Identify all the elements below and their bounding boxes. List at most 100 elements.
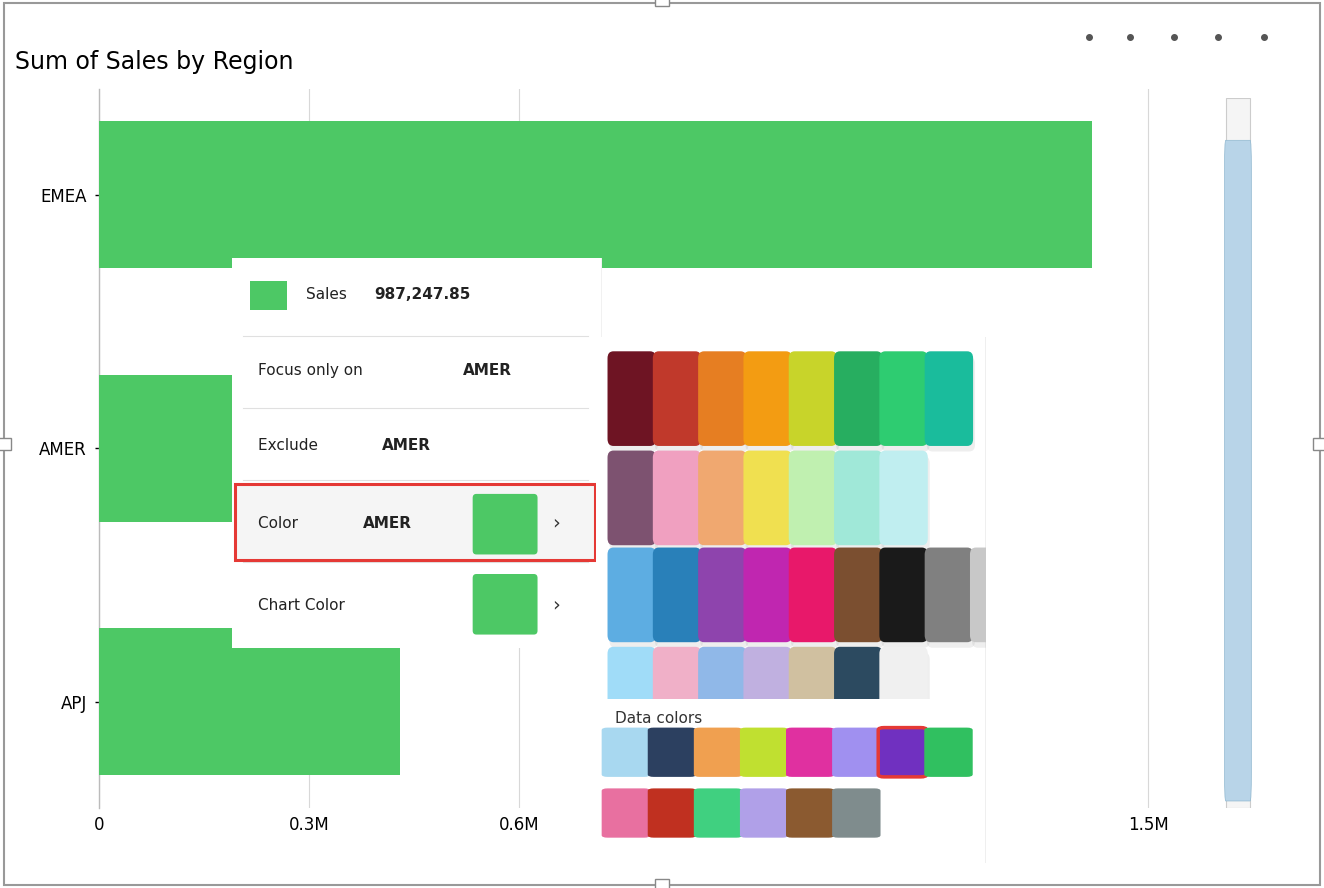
FancyBboxPatch shape	[700, 653, 748, 747]
Bar	[1226, 98, 1250, 808]
FancyBboxPatch shape	[236, 261, 613, 660]
Text: ›: ›	[552, 514, 560, 533]
FancyBboxPatch shape	[1042, 6, 1321, 69]
FancyBboxPatch shape	[600, 701, 998, 868]
FancyBboxPatch shape	[653, 548, 702, 642]
FancyBboxPatch shape	[744, 548, 792, 642]
Text: AMER: AMER	[381, 438, 430, 453]
FancyBboxPatch shape	[653, 352, 702, 446]
FancyBboxPatch shape	[745, 653, 794, 747]
FancyBboxPatch shape	[790, 456, 839, 551]
FancyBboxPatch shape	[882, 456, 929, 551]
FancyBboxPatch shape	[592, 697, 986, 865]
Bar	[1313, 438, 1324, 450]
FancyBboxPatch shape	[740, 789, 788, 837]
Text: AMER: AMER	[363, 516, 412, 531]
Text: Sales: Sales	[306, 287, 352, 302]
Bar	[0, 438, 11, 450]
Text: AMER: AMER	[463, 363, 512, 378]
FancyBboxPatch shape	[970, 548, 1018, 642]
Text: Chart Color: Chart Color	[258, 598, 344, 613]
FancyBboxPatch shape	[473, 574, 538, 635]
Bar	[99, 122, 1092, 268]
FancyBboxPatch shape	[647, 727, 696, 777]
FancyBboxPatch shape	[972, 553, 1021, 647]
Text: Sum of Sales by Region: Sum of Sales by Region	[16, 51, 294, 75]
FancyBboxPatch shape	[608, 450, 655, 545]
Bar	[655, 0, 669, 6]
FancyBboxPatch shape	[879, 450, 928, 545]
FancyBboxPatch shape	[786, 789, 834, 837]
FancyBboxPatch shape	[927, 357, 974, 451]
FancyBboxPatch shape	[655, 456, 703, 551]
FancyBboxPatch shape	[698, 548, 747, 642]
Text: Focus only on: Focus only on	[258, 363, 367, 378]
FancyBboxPatch shape	[600, 342, 998, 813]
FancyBboxPatch shape	[744, 646, 792, 741]
FancyBboxPatch shape	[694, 789, 743, 837]
FancyBboxPatch shape	[834, 450, 883, 545]
FancyBboxPatch shape	[882, 553, 929, 647]
FancyBboxPatch shape	[789, 646, 837, 741]
FancyBboxPatch shape	[834, 646, 883, 741]
Text: Color: Color	[258, 516, 302, 531]
FancyBboxPatch shape	[744, 450, 792, 545]
FancyBboxPatch shape	[745, 357, 794, 451]
FancyBboxPatch shape	[924, 727, 973, 777]
FancyBboxPatch shape	[789, 450, 837, 545]
FancyBboxPatch shape	[790, 357, 839, 451]
FancyBboxPatch shape	[835, 553, 884, 647]
FancyBboxPatch shape	[473, 494, 538, 554]
FancyBboxPatch shape	[653, 646, 702, 741]
FancyBboxPatch shape	[700, 357, 748, 451]
FancyBboxPatch shape	[745, 553, 794, 647]
FancyBboxPatch shape	[592, 333, 986, 804]
FancyBboxPatch shape	[655, 553, 703, 647]
FancyBboxPatch shape	[655, 653, 703, 747]
FancyBboxPatch shape	[647, 789, 696, 837]
FancyBboxPatch shape	[790, 653, 839, 747]
FancyBboxPatch shape	[698, 450, 747, 545]
Bar	[99, 375, 789, 522]
FancyBboxPatch shape	[608, 352, 655, 446]
FancyBboxPatch shape	[1225, 140, 1251, 801]
FancyBboxPatch shape	[790, 553, 839, 647]
Bar	[99, 629, 400, 775]
FancyBboxPatch shape	[608, 548, 655, 642]
FancyBboxPatch shape	[879, 548, 928, 642]
FancyBboxPatch shape	[879, 646, 928, 741]
FancyBboxPatch shape	[698, 646, 747, 741]
Bar	[655, 879, 669, 888]
FancyBboxPatch shape	[879, 352, 928, 446]
FancyBboxPatch shape	[236, 484, 594, 560]
FancyBboxPatch shape	[694, 727, 743, 777]
FancyBboxPatch shape	[835, 357, 884, 451]
Text: ›: ›	[552, 596, 560, 614]
FancyBboxPatch shape	[789, 352, 837, 446]
FancyBboxPatch shape	[698, 352, 747, 446]
FancyBboxPatch shape	[745, 456, 794, 551]
FancyBboxPatch shape	[744, 352, 792, 446]
Text: Data colors: Data colors	[616, 711, 703, 726]
FancyBboxPatch shape	[655, 357, 703, 451]
FancyBboxPatch shape	[609, 357, 658, 451]
FancyBboxPatch shape	[228, 254, 602, 652]
FancyBboxPatch shape	[878, 727, 927, 777]
FancyBboxPatch shape	[700, 456, 748, 551]
FancyBboxPatch shape	[609, 456, 658, 551]
FancyBboxPatch shape	[740, 727, 788, 777]
FancyBboxPatch shape	[831, 727, 880, 777]
FancyBboxPatch shape	[786, 727, 834, 777]
FancyBboxPatch shape	[609, 553, 658, 647]
FancyBboxPatch shape	[609, 653, 658, 747]
FancyBboxPatch shape	[250, 281, 287, 310]
FancyBboxPatch shape	[882, 653, 929, 747]
FancyBboxPatch shape	[835, 653, 884, 747]
FancyBboxPatch shape	[601, 789, 650, 837]
FancyBboxPatch shape	[882, 357, 929, 451]
FancyBboxPatch shape	[834, 352, 883, 446]
FancyBboxPatch shape	[834, 548, 883, 642]
FancyBboxPatch shape	[789, 548, 837, 642]
FancyBboxPatch shape	[924, 352, 973, 446]
FancyBboxPatch shape	[924, 548, 973, 642]
